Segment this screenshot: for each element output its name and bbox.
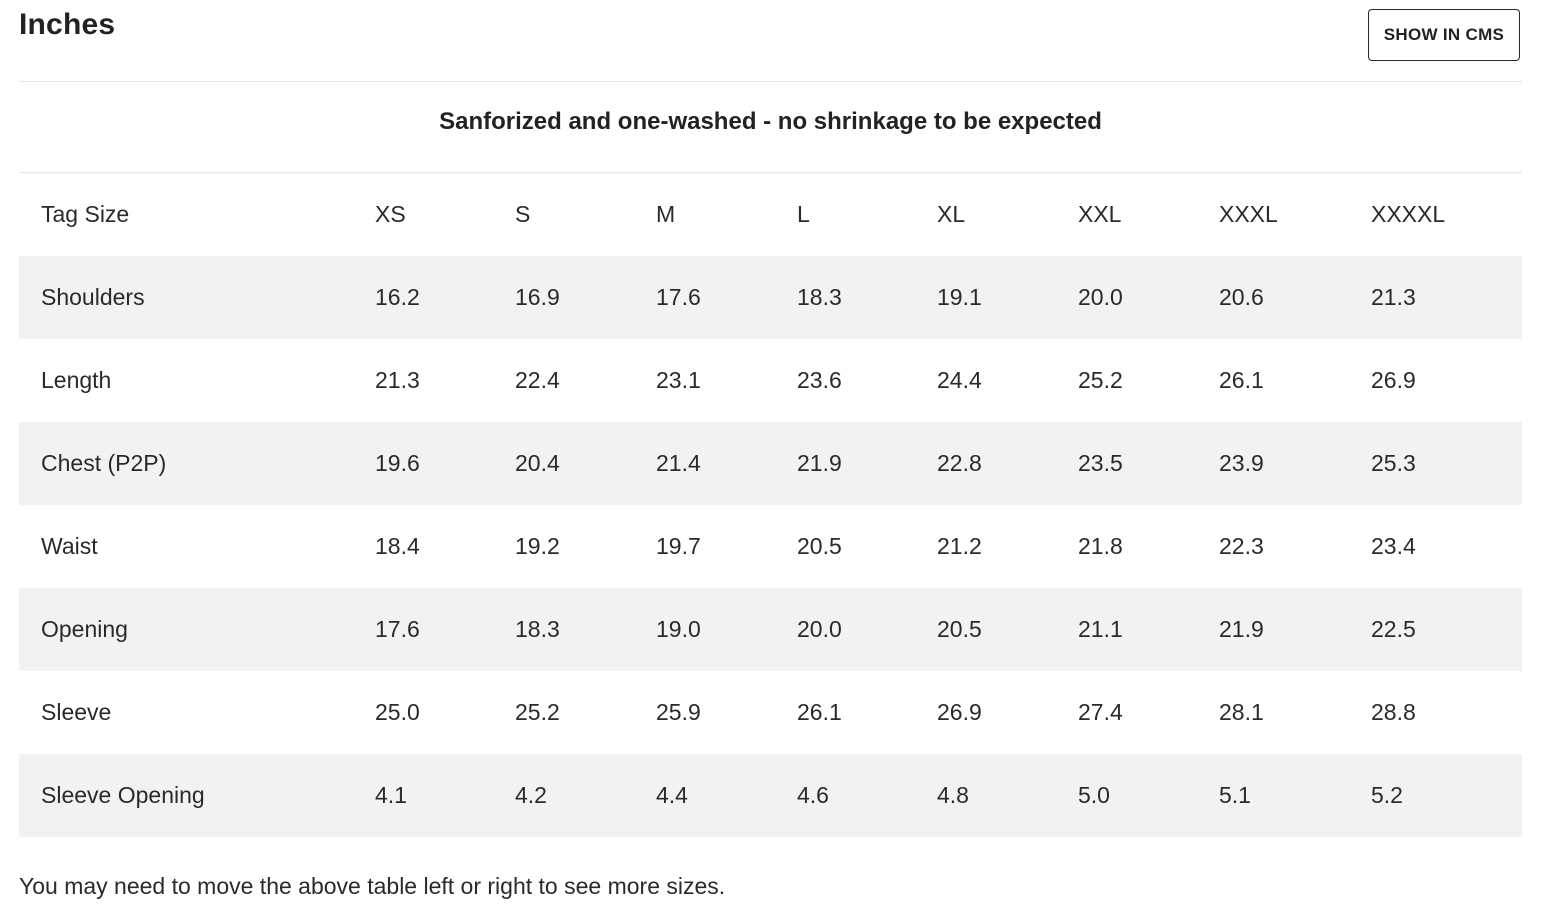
row-label: Length <box>41 367 112 393</box>
table-row: Chest (P2P) 19.6 20.4 21.4 21.9 22.8 23.5 23.9 2… <box>19 422 1522 505</box>
header-cell-size: M <box>656 201 676 227</box>
table-cell-value: 25.2 <box>515 699 560 725</box>
table-cell-value: 23.4 <box>1371 533 1416 559</box>
table-cell-value: 25.2 <box>1078 367 1123 393</box>
table-cell-value: 5.0 <box>1078 754 1219 837</box>
table-cell-value: 28.8 <box>1371 699 1416 725</box>
table-cell-value: 21.3 <box>375 367 420 393</box>
table-cell-value: 16.2 <box>375 256 515 339</box>
table-cell-value: 19.6 <box>375 422 515 505</box>
table-cell-value: 25.9 <box>656 699 701 725</box>
header-cell-size: S <box>515 201 531 227</box>
row-label: Opening <box>19 588 375 671</box>
table-cell-value: 26.1 <box>1219 367 1264 393</box>
table-cell-value: 18.3 <box>515 588 656 671</box>
table-cell-value: 23.6 <box>797 367 842 393</box>
table-cell-value: 21.9 <box>797 422 937 505</box>
table-cell-value: 19.1 <box>937 256 1078 339</box>
header-cell-size: XXL <box>1078 201 1122 227</box>
table-cell-value: 16.9 <box>515 256 656 339</box>
table-cell-value: 21.3 <box>1371 256 1522 339</box>
show-in-cms-button[interactable]: SHOW IN CMS <box>1368 9 1520 61</box>
row-label: Waist <box>41 533 98 559</box>
table-cell-value: 27.4 <box>1078 699 1123 725</box>
table-cell-value: 4.1 <box>375 754 515 837</box>
table-cell-value: 5.1 <box>1219 754 1371 837</box>
table-cell-value: 4.4 <box>656 754 797 837</box>
table-row: Length 21.3 22.4 23.1 23.6 24.4 25.2 26.1 26.9 <box>19 339 1522 422</box>
scroll-hint: You may need to move the above table lef… <box>19 873 726 899</box>
table-cell-value: 22.4 <box>515 367 560 393</box>
header-cell-size: XXXXL <box>1371 201 1446 227</box>
table-cell-value: 26.9 <box>937 699 982 725</box>
divider <box>19 81 1522 82</box>
table-cell-value: 25.0 <box>375 699 420 725</box>
table-cell-value: 26.9 <box>1371 367 1416 393</box>
header-cell-size: XS <box>375 201 406 227</box>
table-cell-value: 22.3 <box>1219 533 1264 559</box>
table-row: Opening 17.6 18.3 19.0 20.0 20.5 21.1 21.9 22.5 <box>19 588 1522 671</box>
table-cell-value: 21.9 <box>1219 588 1371 671</box>
page-title: Inches <box>19 8 116 41</box>
table-cell-value: 21.4 <box>656 422 797 505</box>
table-cell-value: 21.1 <box>1078 588 1219 671</box>
table-cell-value: 5.2 <box>1371 754 1522 837</box>
shrinkage-note: Sanforized and one-washed - no shrinkage… <box>439 108 1102 135</box>
table-cell-value: 20.6 <box>1219 256 1371 339</box>
row-label: Sleeve <box>41 699 112 725</box>
table-cell-value: 4.8 <box>937 754 1078 837</box>
table-cell-value: 20.5 <box>797 533 842 559</box>
table-cell-value: 18.3 <box>797 256 937 339</box>
table-cell-value: 23.1 <box>656 367 701 393</box>
table-cell-value: 23.9 <box>1219 422 1371 505</box>
table-row: Waist 18.4 19.2 19.7 20.5 21.2 21.8 22.3 23.4 <box>19 505 1522 588</box>
table-row: Shoulders 16.2 16.9 17.6 18.3 19.1 20.0 20.6 21.… <box>19 256 1522 339</box>
table-cell-value: 22.5 <box>1371 588 1522 671</box>
table-cell-value: 25.3 <box>1371 422 1522 505</box>
table-row: Sleeve 25.0 25.2 25.9 26.1 26.9 27.4 28.1 28.8 <box>19 671 1522 754</box>
table-cell-value: 19.2 <box>515 533 560 559</box>
table-cell-value: 20.4 <box>515 422 656 505</box>
table-cell-value: 28.1 <box>1219 699 1264 725</box>
row-label: Sleeve Opening <box>19 754 375 837</box>
table-cell-value: 4.6 <box>797 754 937 837</box>
table-cell-value: 19.0 <box>656 588 797 671</box>
table-cell-value: 22.8 <box>937 422 1078 505</box>
table-cell-value: 17.6 <box>375 588 515 671</box>
table-cell-value: 17.6 <box>656 256 797 339</box>
table-cell-value: 20.5 <box>937 588 1078 671</box>
table-cell-value: 18.4 <box>375 533 420 559</box>
table-cell-value: 21.8 <box>1078 533 1123 559</box>
header-cell-size: XL <box>937 201 966 227</box>
table-cell-value: 23.5 <box>1078 422 1219 505</box>
header-cell-size: XXXL <box>1219 201 1278 227</box>
table-cell-value: 24.4 <box>937 367 982 393</box>
table-header-row: Tag Size XS S M L XL XXL XXXL XXXXL <box>19 173 1522 256</box>
header-cell-label: Tag Size <box>41 201 130 227</box>
header-cell-size: L <box>797 201 810 227</box>
size-table[interactable]: Tag Size XS S M L XL XXL XXXL XXXXL Shou… <box>19 173 1522 837</box>
row-label: Chest (P2P) <box>19 422 375 505</box>
row-label: Shoulders <box>19 256 375 339</box>
table-cell-value: 4.2 <box>515 754 656 837</box>
table-cell-value: 21.2 <box>937 533 982 559</box>
table-cell-value: 26.1 <box>797 699 842 725</box>
table-cell-value: 20.0 <box>797 588 937 671</box>
table-cell-value: 20.0 <box>1078 256 1219 339</box>
divider <box>19 172 1522 173</box>
table-row: Sleeve Opening 4.1 4.2 4.4 4.6 4.8 5.0 5.1 5.2 <box>19 754 1522 837</box>
table-cell-value: 19.7 <box>656 533 701 559</box>
